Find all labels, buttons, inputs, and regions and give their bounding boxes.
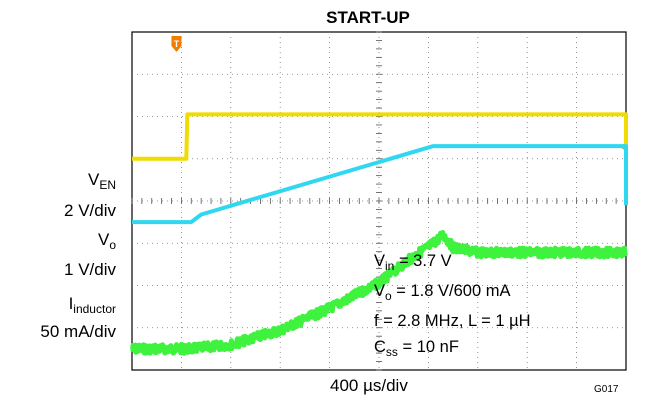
annotation-vo: Vo = 1.8 V/600 mA [374,282,511,303]
ch3-name: Iinductor [68,294,116,316]
chart-title: START-UP [326,8,410,27]
ch1-name: VEN [87,170,116,192]
ch2-scale: 1 V/div [64,260,116,279]
trace-inductor-current [130,230,629,356]
ch2-name: Vo [97,230,116,252]
ch1-scale: 2 V/div [64,201,116,220]
annotation-freq: f = 2.8 MHz, L = 1 µH [374,312,531,330]
trigger-marker-label: T [174,39,180,49]
ch3-scale: 50 mA/div [40,322,116,341]
annotation-vin: Vin = 3.7 V [374,252,452,273]
trace-output-voltage [132,144,628,225]
figure-code: G017 [594,384,619,395]
timebase-label: 400 µs/div [330,376,408,395]
trigger-marker-icon [171,36,182,52]
annotation-css: Css = 10 nF [374,338,459,359]
